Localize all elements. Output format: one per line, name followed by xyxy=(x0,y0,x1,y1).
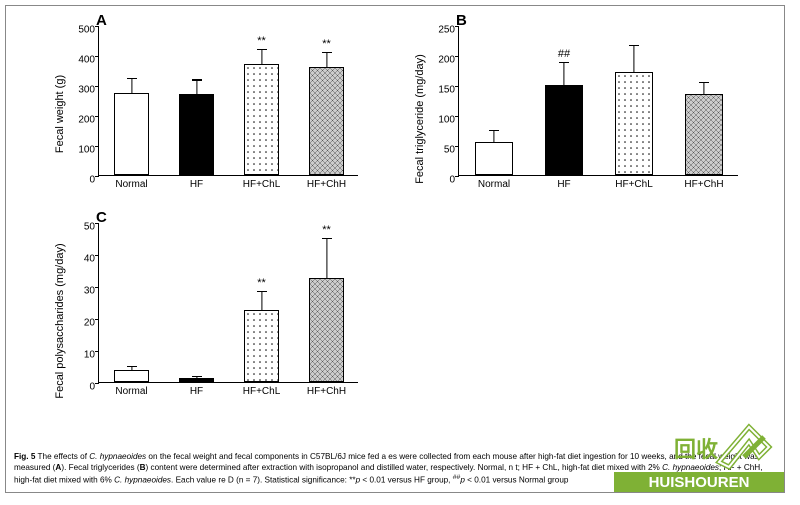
significance-marker: ** xyxy=(257,35,266,47)
ytick-mark xyxy=(95,176,99,177)
panel-a-plot: 0100200300400500NormalHF**HF+ChL**HF+ChH xyxy=(98,26,358,176)
panel-b-plot: 050100150200250Normal##HFHF+ChLHF+ChH xyxy=(458,26,738,176)
error-bar xyxy=(261,49,262,64)
xlabel: HF xyxy=(190,179,203,190)
ytick-mark xyxy=(95,86,99,87)
xlabel: Normal xyxy=(478,179,510,190)
ytick-mark xyxy=(95,351,99,352)
error-bar xyxy=(261,291,262,310)
ytick-mark xyxy=(95,319,99,320)
error-bar xyxy=(493,130,494,142)
error-cap xyxy=(192,79,202,80)
xlabel: HF+ChH xyxy=(307,386,346,397)
watermark: HUISHOUREN 回收 xyxy=(614,412,784,492)
xlabel: HF+ChH xyxy=(684,179,723,190)
xlabel: Normal xyxy=(115,386,147,397)
bar-HF+ChH xyxy=(309,278,345,382)
error-cap xyxy=(257,49,267,50)
figure-container: A Fecal weight (g) 0100200300400500Norma… xyxy=(5,5,785,493)
xlabel: HF xyxy=(557,179,570,190)
panel-c-ylabel: Fecal polysaccharides (mg/day) xyxy=(54,243,66,398)
significance-marker: ** xyxy=(322,224,331,236)
error-cap xyxy=(322,238,332,239)
ytick-mark xyxy=(455,116,459,117)
watermark-icon: HUISHOUREN 回收 xyxy=(614,412,784,492)
panel-a: A Fecal weight (g) 0100200300400500Norma… xyxy=(56,14,376,204)
error-bar xyxy=(326,52,327,67)
error-cap xyxy=(489,130,499,131)
bar-HF xyxy=(545,85,584,175)
bar-Normal xyxy=(114,370,150,382)
panel-b: B Fecal triglyceride (mg/day) 0501001502… xyxy=(416,14,756,204)
ytick-mark xyxy=(455,86,459,87)
error-cap xyxy=(629,45,639,46)
ytick-mark xyxy=(95,255,99,256)
panel-b-ylabel: Fecal triglyceride (mg/day) xyxy=(414,54,426,184)
xlabel: HF+ChL xyxy=(243,386,281,397)
ytick-mark xyxy=(455,26,459,27)
panel-c: C Fecal polysaccharides (mg/day) 0102030… xyxy=(56,211,376,411)
bar-HF+ChL xyxy=(244,310,280,382)
error-cap xyxy=(257,291,267,292)
ytick-mark xyxy=(455,56,459,57)
bar-HF xyxy=(179,378,215,382)
bar-HF+ChH xyxy=(309,67,345,175)
bar-HF+ChL xyxy=(615,72,654,175)
bar-HF xyxy=(179,94,215,175)
error-bar xyxy=(563,62,564,85)
error-bar xyxy=(326,238,327,278)
error-cap xyxy=(559,62,569,63)
xlabel: HF+ChH xyxy=(307,179,346,190)
bar-HF+ChH xyxy=(685,94,724,175)
error-bar xyxy=(131,78,132,93)
xlabel: HF+ChL xyxy=(615,179,653,190)
ytick-mark xyxy=(455,176,459,177)
significance-marker: ** xyxy=(322,38,331,50)
xlabel: Normal xyxy=(115,179,147,190)
svg-text:回收: 回收 xyxy=(674,437,718,462)
watermark-text: HUISHOUREN xyxy=(649,474,750,491)
panel-a-ylabel: Fecal weight (g) xyxy=(54,75,66,153)
ytick-mark xyxy=(95,26,99,27)
ytick-mark xyxy=(455,146,459,147)
ytick-mark xyxy=(95,223,99,224)
xlabel: HF+ChL xyxy=(243,179,281,190)
xlabel: HF xyxy=(190,386,203,397)
error-bar xyxy=(196,80,197,94)
error-cap xyxy=(192,376,202,377)
caption-lead: Fig. 5 xyxy=(14,452,35,461)
error-cap xyxy=(322,52,332,53)
error-cap xyxy=(699,82,709,83)
ytick-mark xyxy=(95,116,99,117)
error-bar xyxy=(703,82,704,94)
bar-Normal xyxy=(114,93,150,175)
error-cap xyxy=(127,366,137,367)
ytick-mark xyxy=(95,287,99,288)
ytick-mark xyxy=(95,383,99,384)
panel-c-plot: 01020304050NormalHF**HF+ChL**HF+ChH xyxy=(98,223,358,383)
ytick-mark xyxy=(95,56,99,57)
significance-marker: ## xyxy=(558,48,570,60)
bar-HF+ChL xyxy=(244,64,280,175)
error-cap xyxy=(127,78,137,79)
bar-Normal xyxy=(475,142,514,175)
significance-marker: ** xyxy=(257,277,266,289)
error-bar xyxy=(633,45,634,72)
ytick-mark xyxy=(95,146,99,147)
